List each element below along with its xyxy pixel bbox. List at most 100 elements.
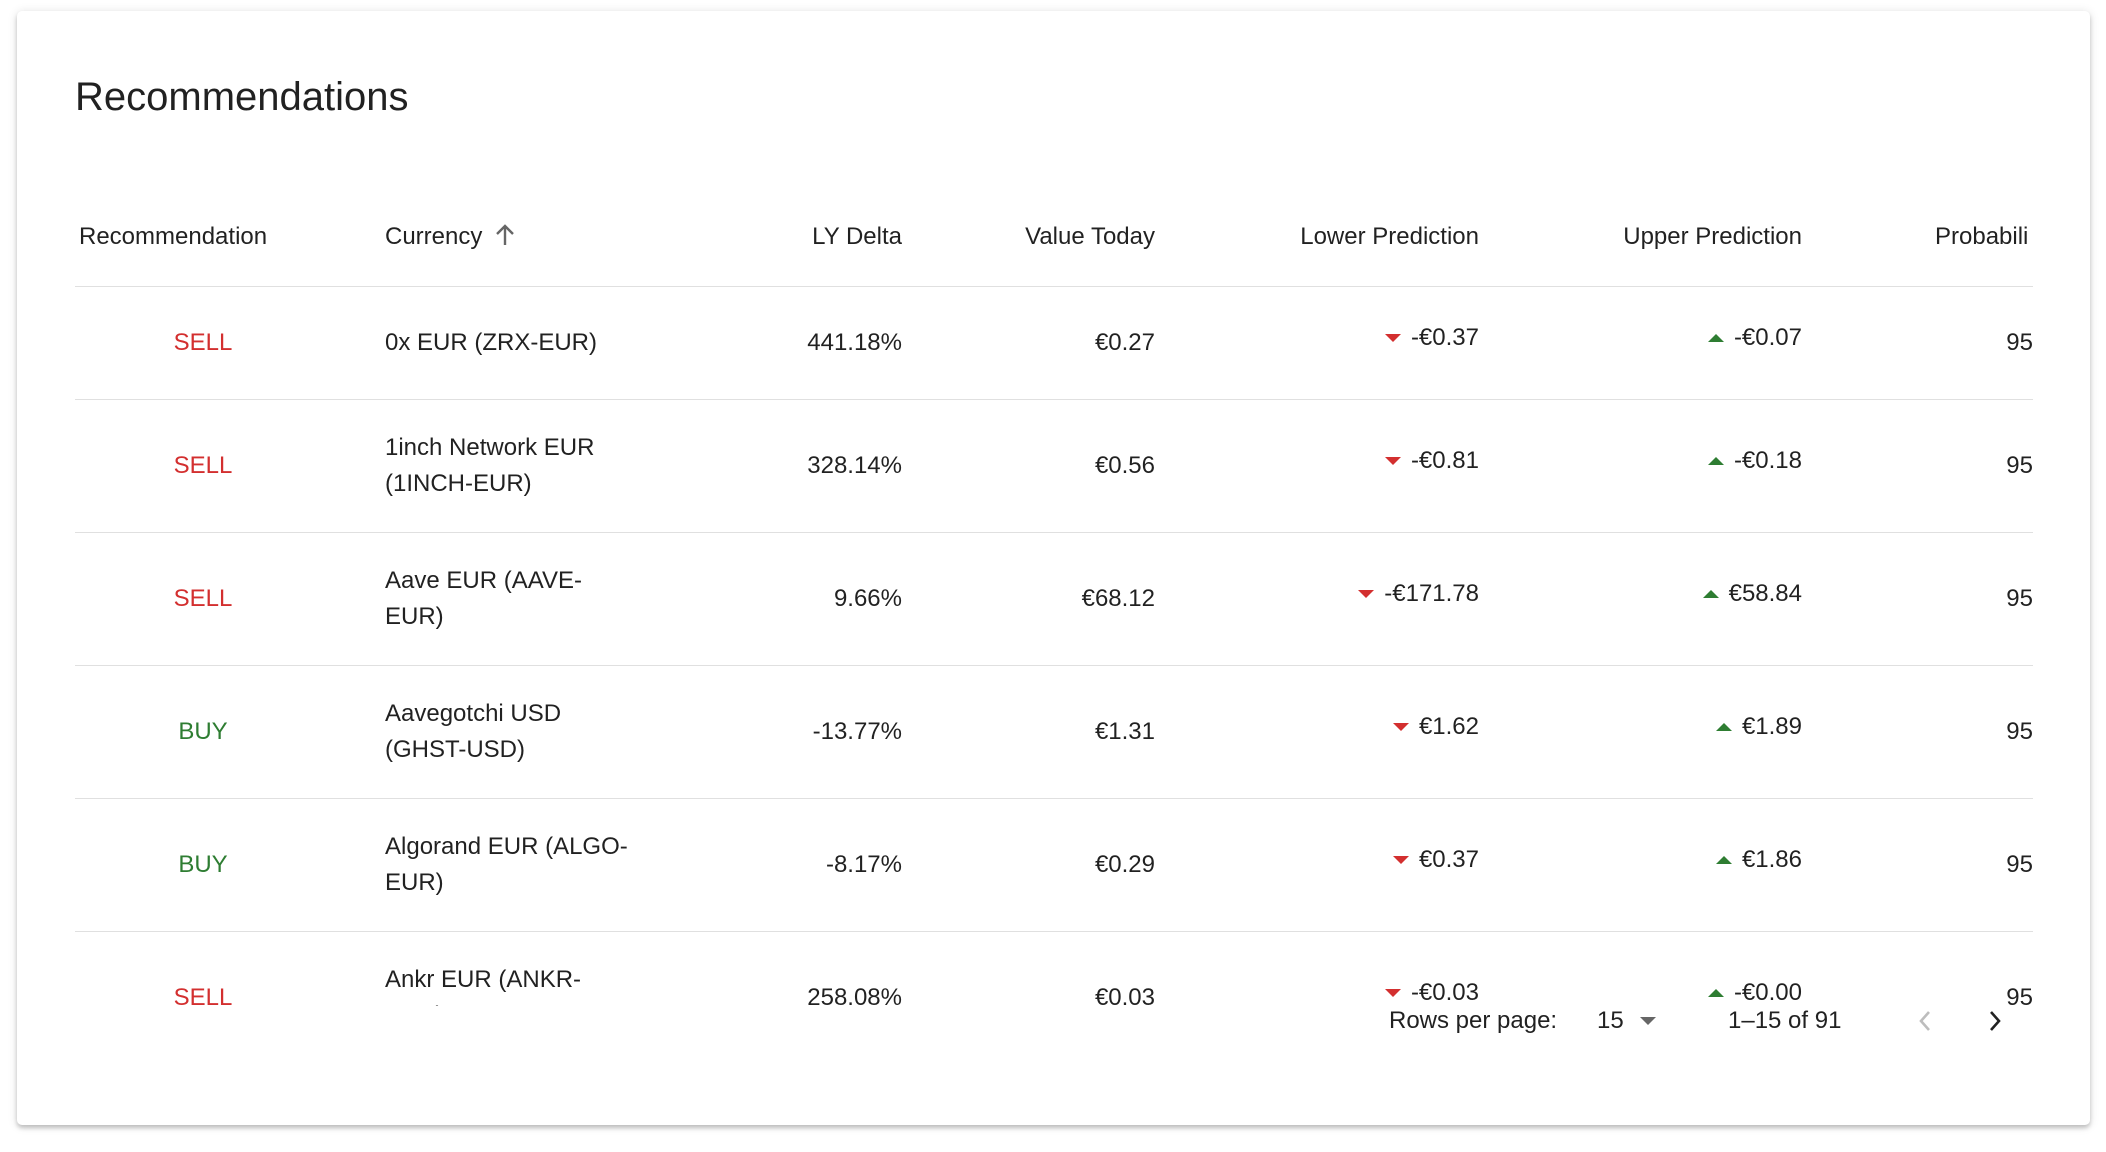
arrow (1707, 457, 1724, 465)
column-header: Recommendation (75, 188, 365, 287)
arrow (1358, 590, 1375, 598)
header-row: Recommendation Currency LY Delta Value Toda… (75, 188, 2033, 287)
upper-prediction-cell: -€0.07 (1499, 286, 1822, 400)
rows-per-page-select[interactable]: 15 (1597, 1003, 1656, 1039)
column-header: Lower Prediction (1175, 188, 1499, 287)
next-page-button[interactable] (1983, 1009, 2007, 1033)
arrow (1384, 334, 1401, 342)
page-title: Recommendations (75, 75, 409, 119)
column-header: Probabili (1822, 188, 2033, 287)
recommendation-cell: BUY (75, 665, 365, 799)
currency-cell: Algorand EUR (ALGO-EUR) (365, 798, 655, 932)
rows-per-page-label: Rows per page: (1389, 1007, 1558, 1034)
value-today-cell: €0.29 (922, 798, 1175, 932)
recommendation: SELL (173, 329, 233, 356)
sort-arrow-icon (496, 224, 515, 245)
down-arrow-icon (1392, 723, 1409, 731)
prediction-value: -€0.00 (1733, 979, 1802, 1006)
table-row: BUY Algorand EUR (ALGO-EUR) -8.17% €0.29 €0.… (75, 798, 2033, 932)
rows-per-page-value: 15 (1597, 1007, 1624, 1034)
ly-delta-cell: -13.77% (655, 665, 922, 799)
currency-cell: Aavegotchi USD (GHST-USD) (365, 665, 655, 799)
column-header[interactable]: Currency (365, 188, 655, 287)
column-header-text: Lower Prediction (1300, 223, 1479, 250)
arrow (1392, 856, 1409, 864)
down-arrow-icon (1384, 334, 1401, 342)
prediction: -€0.07 (1519, 320, 1802, 356)
prediction: €58.84 (1519, 576, 1802, 612)
prediction: €1.62 (1195, 709, 1479, 745)
probability-cell: 95 (1822, 399, 2033, 533)
upper-prediction-cell: €1.86 (1499, 798, 1822, 932)
ly-delta-cell: 258.08% (807, 984, 902, 1006)
currency-cell: Ankr EUR (ANKR-EUR) (385, 966, 582, 1006)
column-header-text: Recommendation (79, 223, 268, 250)
arrow (1715, 723, 1732, 731)
prediction: €0.37 (1195, 842, 1479, 878)
upper-prediction-cell: -€0.18 (1499, 399, 1822, 533)
column-header-text: LY Delta (812, 223, 902, 250)
value-today-cell: €0.56 (922, 399, 1175, 533)
arrow (1707, 989, 1724, 997)
prediction-value: €1.62 (1418, 713, 1479, 740)
upper-prediction-cell: €1.89 (1499, 665, 1822, 799)
column-header: Upper Prediction (1499, 188, 1822, 287)
lower-prediction-cell: -€0.81 (1175, 399, 1499, 533)
card: Recommendations Recommendation Currency LY… (17, 11, 2090, 1125)
table-row: SELL Aave EUR (AAVE-EUR) 9.66% €68.12 -€171.… (75, 532, 2033, 666)
recommendation-cell: SELL (75, 932, 365, 1006)
recommendation-cell: SELL (75, 399, 365, 533)
prediction-value: €1.86 (1741, 846, 1802, 873)
lower-prediction-cell: €0.37 (1175, 798, 1499, 932)
value-today-cell: €0.03 (1094, 984, 1155, 1006)
arrow (1702, 590, 1719, 598)
up-arrow-icon (1707, 457, 1724, 465)
column-header-text: Value Today (1025, 223, 1155, 250)
arrow (1707, 334, 1724, 342)
ly-delta-cell: 9.66% (655, 532, 922, 666)
recommendation-cell: SELL (75, 532, 365, 666)
prediction: €1.86 (1519, 842, 1802, 878)
lower-prediction-cell: -€0.37 (1175, 286, 1499, 400)
table-row: SELL 1inch Network EUR (1INCH-EUR) 328.14%… (75, 399, 2033, 533)
recommendation: SELL (173, 585, 233, 612)
up-arrow-icon (1707, 334, 1724, 342)
arrow (1384, 457, 1401, 465)
prediction-value: -€0.81 (1410, 447, 1479, 474)
prediction-value: -€0.03 (1410, 979, 1479, 1006)
down-arrow-icon (1384, 457, 1401, 465)
down-arrow-icon (1392, 856, 1409, 864)
page-range: 1–15 of 91 (1728, 1007, 1842, 1034)
ly-delta-cell: 441.18% (655, 286, 922, 400)
currency-cell: 1inch Network EUR (1INCH-EUR) (365, 399, 655, 533)
table-row: SELL 0x EUR (ZRX-EUR) 441.18% €0.27 -€0.37 -€… (75, 286, 2033, 400)
recommendation: BUY (178, 851, 228, 878)
probability-cell: 95 (2006, 984, 2033, 1006)
column-header: Value Today (922, 188, 1175, 287)
up-arrow-icon (1702, 590, 1719, 598)
upper-prediction-cell: €58.84 (1499, 532, 1822, 666)
prediction: -€0.81 (1195, 443, 1479, 479)
recommendation: SELL (173, 984, 233, 1006)
arrow (1392, 723, 1409, 731)
value-today-cell: €68.12 (922, 532, 1175, 666)
prediction: -€0.00 (1519, 975, 1802, 1006)
sort-arrow (496, 224, 515, 245)
prediction-value: -€0.37 (1410, 324, 1479, 351)
probability-cell: 95 (1822, 665, 2033, 799)
prediction: -€171.78 (1195, 576, 1479, 612)
table-row: SELL Ankr EUR (ANKR-EUR) 258.08% €0.03 -€0.0… (75, 932, 2033, 1006)
recommendation: BUY (178, 718, 228, 745)
lower-prediction-cell: -€171.78 (1175, 532, 1499, 666)
up-arrow-icon (1707, 989, 1724, 997)
prediction-value: -€0.18 (1733, 447, 1802, 474)
previous-page-button[interactable] (1913, 1009, 1937, 1033)
up-arrow-icon (1715, 856, 1732, 864)
ly-delta-cell: -8.17% (655, 798, 922, 932)
up-arrow-icon (1715, 723, 1732, 731)
currency-cell: 0x EUR (ZRX-EUR) (365, 286, 655, 400)
table-body: SELL 0x EUR (ZRX-EUR) 441.18% €0.27 -€0.37 -€… (75, 286, 2033, 1006)
prediction: -€0.37 (1195, 320, 1479, 356)
prediction-value: €0.37 (1418, 846, 1479, 873)
upper-prediction-cell: -€0.00 (1499, 932, 1822, 1006)
